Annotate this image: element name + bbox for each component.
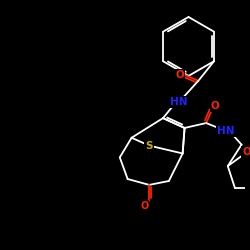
Text: O: O <box>242 148 250 158</box>
Text: O: O <box>175 70 184 80</box>
Text: O: O <box>140 200 148 210</box>
Text: O: O <box>211 101 220 111</box>
Text: HN: HN <box>217 126 234 136</box>
Text: S: S <box>146 140 153 150</box>
Text: HN: HN <box>170 98 188 108</box>
